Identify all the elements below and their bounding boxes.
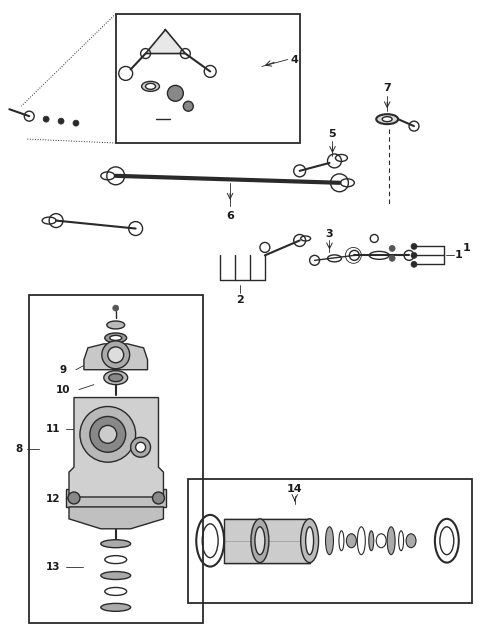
Text: 5: 5 [328,129,335,139]
Ellipse shape [109,335,121,340]
Circle shape [90,417,125,453]
Bar [224,519,309,563]
Ellipse shape [145,83,155,89]
Polygon shape [69,397,163,497]
Circle shape [102,341,129,369]
Ellipse shape [381,117,392,122]
Circle shape [410,262,416,267]
Ellipse shape [346,534,356,547]
Ellipse shape [255,527,264,554]
Circle shape [388,246,394,251]
Text: 1: 1 [454,251,462,260]
Ellipse shape [101,603,130,612]
Text: 3: 3 [325,228,333,238]
Ellipse shape [376,114,397,124]
Circle shape [99,426,117,444]
Text: 11: 11 [46,424,60,435]
Text: 1: 1 [462,244,469,253]
Polygon shape [69,507,163,529]
Circle shape [152,492,164,504]
Text: 2: 2 [236,295,243,305]
Ellipse shape [386,527,394,554]
Ellipse shape [108,374,122,381]
Ellipse shape [101,540,130,547]
Bar [29,295,203,623]
Ellipse shape [250,519,268,563]
Circle shape [183,101,193,111]
Ellipse shape [368,531,373,551]
Polygon shape [145,29,185,54]
Text: 4: 4 [290,54,298,65]
Circle shape [80,406,136,462]
Circle shape [68,492,80,504]
Ellipse shape [104,370,127,385]
Circle shape [107,347,123,363]
Text: 8: 8 [15,444,23,454]
Ellipse shape [101,572,130,579]
Circle shape [410,244,416,249]
Polygon shape [84,344,147,370]
Circle shape [136,442,145,453]
Circle shape [43,116,49,122]
Ellipse shape [305,527,313,554]
Ellipse shape [105,333,126,343]
Circle shape [410,253,416,258]
Text: 7: 7 [382,83,390,94]
Text: 14: 14 [287,484,302,494]
Circle shape [130,437,150,457]
Ellipse shape [141,81,159,91]
Circle shape [73,120,79,126]
Circle shape [167,85,183,101]
Ellipse shape [405,534,415,547]
Text: 13: 13 [46,562,60,572]
Circle shape [112,305,119,311]
Ellipse shape [106,321,124,329]
Bar [116,13,299,143]
Ellipse shape [325,527,333,554]
Bar [66,489,166,507]
Circle shape [388,255,394,262]
Text: 9: 9 [60,365,66,375]
Text: 12: 12 [46,494,60,504]
Circle shape [58,118,64,124]
Bar [188,479,471,603]
Text: 6: 6 [226,211,233,221]
Ellipse shape [300,519,318,563]
Text: 10: 10 [56,385,70,395]
